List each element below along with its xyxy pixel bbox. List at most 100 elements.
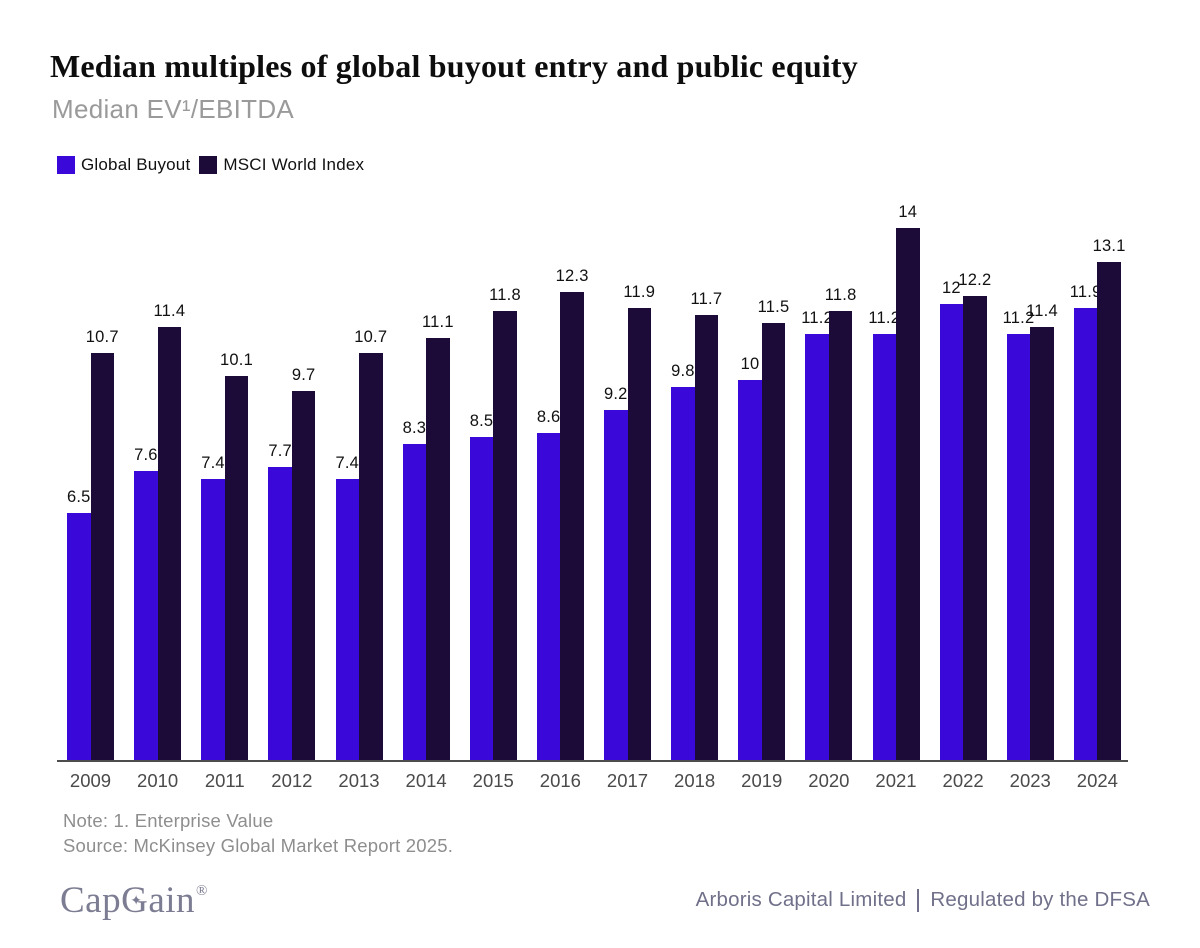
bar-value-label: 11.8 xyxy=(489,286,521,305)
bar-value-label: 7.4 xyxy=(201,453,225,472)
footer: CapG ✦ ain® Arboris Capital Limited Regula… xyxy=(60,879,1150,922)
bar-value-label: 7.6 xyxy=(134,446,158,464)
bar-msci-world-index xyxy=(560,292,584,760)
bar-group: 11.2 11.4 2023 xyxy=(1003,222,1058,791)
bar-global-buyout xyxy=(872,334,896,760)
legend-item-global-buyout: Global Buyout xyxy=(57,155,190,175)
bar-group: 9.8 11.7 2018 xyxy=(671,222,722,791)
bar-msci-world-index xyxy=(828,311,853,760)
bar-global-buyout xyxy=(335,478,359,760)
bar-value-label: 10.1 xyxy=(220,351,253,369)
x-axis-label: 2024 xyxy=(1076,769,1118,791)
bar-value-label: 9.2 xyxy=(603,385,628,404)
bar-value-label: 11.2 xyxy=(868,309,901,328)
bar-global-buyout xyxy=(201,478,225,760)
x-axis-label: 2022 xyxy=(942,769,984,791)
bar-global-buyout xyxy=(536,433,561,760)
bar-value-label: 7.7 xyxy=(268,442,292,461)
bar-value-label: 14 xyxy=(898,202,918,221)
bar-group: 7.4 10.7 2013 xyxy=(335,222,387,791)
legend-item-msci-world-index: MSCI World Index xyxy=(199,155,364,175)
registered-mark: ® xyxy=(196,882,208,899)
x-axis-label: 2021 xyxy=(875,769,917,791)
bar-msci-world-index xyxy=(694,315,719,760)
bar-value-label: 12.3 xyxy=(555,267,589,286)
bar-group: 7.4 10.1 2011 xyxy=(201,222,253,791)
x-axis-label: 2014 xyxy=(405,769,447,791)
x-axis-label: 2009 xyxy=(69,769,112,791)
legend-swatch xyxy=(199,155,218,174)
bar-group: 10 11.5 2019 xyxy=(738,222,789,791)
bar-value-label: 12 xyxy=(941,278,961,297)
bar-value-label: 10.7 xyxy=(85,328,119,347)
bar-global-buyout xyxy=(939,303,964,760)
notes-block: Note: 1. Enterprise Value Source: McKins… xyxy=(63,808,1150,859)
x-axis-label: 2020 xyxy=(808,769,850,791)
bar-global-buyout xyxy=(1073,307,1098,760)
bar-group: 9.2 11.9 2017 xyxy=(603,222,655,791)
bar-value-label: 11.7 xyxy=(690,290,723,309)
bar-value-label: 7.4 xyxy=(335,453,360,472)
bar-msci-world-index xyxy=(963,296,987,760)
bar-value-label: 8.5 xyxy=(469,411,494,430)
bar-value-label: 11.2 xyxy=(1002,309,1035,328)
bar-group: 12 12.2 2022 xyxy=(939,222,991,791)
bar-msci-world-index xyxy=(1097,262,1121,760)
sparkle-icon: ✦ xyxy=(130,894,143,910)
legend: Global Buyout MSCI World Index xyxy=(57,155,1150,175)
bar-group: 7.6 11.4 2010 xyxy=(134,222,185,791)
chart-subtitle: Median EV¹/EBITDA xyxy=(52,93,295,124)
x-axis-label: 2015 xyxy=(472,769,514,791)
x-axis-label: 2010 xyxy=(137,769,179,791)
bar-group: 8.5 11.8 2015 xyxy=(469,222,521,790)
x-axis-label: 2011 xyxy=(204,769,245,791)
bar-global-buyout xyxy=(268,467,292,760)
legend-label: Global Buyout xyxy=(81,154,191,174)
bar-group: 7.7 9.7 2012 xyxy=(268,222,316,791)
note-line: Note: 1. Enterprise Value xyxy=(63,809,274,831)
bar-chart: 6.5 10.7 2009 7.6 11.4 2010 7.4 10.1 2011 7.7 9.7 2… xyxy=(57,203,1128,791)
bar-value-label: 11.2 xyxy=(801,309,833,328)
bar-value-label: 11.9 xyxy=(623,282,656,301)
logo-text-ain: ain xyxy=(148,879,196,921)
x-axis-label: 2013 xyxy=(338,769,380,791)
bar-value-label: 9.7 xyxy=(291,366,316,385)
bar-global-buyout xyxy=(402,444,427,760)
chart-title: Median multiples of global buyout entry … xyxy=(50,48,858,84)
bar-group: 6.5 10.7 2009 xyxy=(67,222,119,791)
bar-value-label: 11.8 xyxy=(824,286,857,305)
footer-company: Arboris Capital Limited xyxy=(695,888,907,912)
bar-value-label: 11.9 xyxy=(1069,282,1102,301)
bar-msci-world-index xyxy=(1030,326,1054,760)
x-axis-label: 2019 xyxy=(741,769,783,791)
bar-value-label: 11.1 xyxy=(422,313,454,331)
bar-msci-world-index xyxy=(157,326,182,760)
bar-global-buyout xyxy=(805,334,829,760)
bar-group: 11.2 14 2021 xyxy=(868,203,920,791)
source-line: Source: McKinsey Global Market Report 20… xyxy=(63,835,454,857)
x-axis-label: 2017 xyxy=(606,769,649,791)
bar-msci-world-index xyxy=(90,353,114,760)
bar-value-label: 13.1 xyxy=(1092,237,1126,255)
bar-global-buyout xyxy=(738,379,762,760)
bar-global-buyout xyxy=(604,410,628,760)
bar-value-label: 9.8 xyxy=(671,362,695,381)
bar-value-label: 10.7 xyxy=(354,328,388,347)
bar-msci-world-index xyxy=(359,353,383,760)
bar-msci-world-index xyxy=(627,307,651,760)
logo-letter-g: G ✦ xyxy=(121,879,149,921)
bar-value-label: 8.6 xyxy=(536,408,561,426)
footer-regulated: Regulated by the DFSA xyxy=(930,888,1150,912)
bar-value-label: 8.3 xyxy=(402,419,427,438)
bar-msci-world-index xyxy=(761,322,786,760)
bar-global-buyout xyxy=(1006,334,1031,760)
bar-msci-world-index xyxy=(426,338,450,760)
footer-divider xyxy=(917,888,920,912)
bar-msci-world-index xyxy=(291,391,316,760)
bar-global-buyout xyxy=(67,512,91,760)
x-axis-label: 2018 xyxy=(674,769,716,791)
x-axis-label: 2023 xyxy=(1009,769,1051,791)
bar-group: 8.3 11.1 2014 xyxy=(402,222,454,791)
bar-global-buyout xyxy=(134,471,158,760)
